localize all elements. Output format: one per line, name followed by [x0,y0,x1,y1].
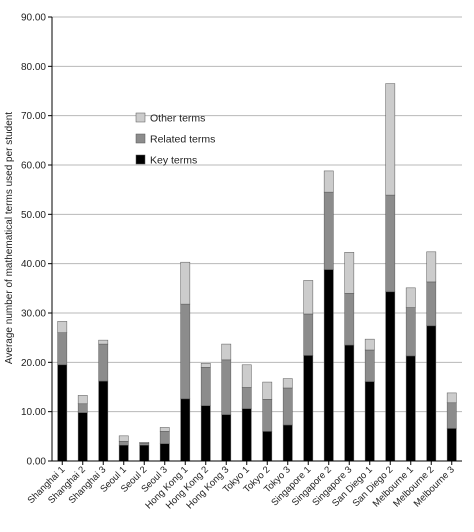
bar-segment-other-terms [323,170,334,193]
bar-segment-other-terms [159,427,170,432]
bar-segment-key-terms [98,380,109,462]
bar-segment-key-terms [344,344,355,462]
bar-segment-key-terms [426,325,437,462]
bar-segment-related-terms [303,313,314,356]
bar-segment-related-terms [57,332,68,366]
bar-segment-key-terms [57,364,68,462]
y-tick-label: 60.00 [21,161,46,172]
bar-segment-other-terms [57,321,68,333]
y-tick-label: 30.00 [21,309,46,320]
y-tick-label: 70.00 [21,111,46,122]
bar-segment-key-terms [405,355,416,462]
legend-label: Related terms [150,134,215,146]
bar-segment-related-terms [118,441,129,446]
bar-segment-other-terms [364,338,375,351]
bar-segment-related-terms [98,343,109,382]
y-tick-label: 20.00 [21,358,46,369]
bar-segment-key-terms [282,424,293,462]
bar-segment-related-terms [159,431,170,444]
bar-segment-related-terms [200,367,211,406]
bar-segment-related-terms [282,387,293,426]
bar-segment-related-terms [405,307,416,357]
legend-swatch [135,133,146,144]
bar-segment-key-terms [180,398,191,462]
y-tick-label: 50.00 [21,210,46,221]
bar-segment-key-terms [200,405,211,462]
bar-segment-key-terms [364,381,375,462]
bar-segment-related-terms [77,403,88,413]
bar-segment-key-terms [241,408,252,462]
bar-segment-other-terms [344,252,355,294]
bar-segment-related-terms [241,387,252,409]
y-tick-label: 80.00 [21,62,46,73]
bar-segment-other-terms [446,392,457,404]
bar-segment-related-terms [446,402,457,429]
bar-segment-related-terms [344,293,355,346]
y-tick-label: 10.00 [21,407,46,418]
bar-segment-key-terms [262,431,273,462]
bar-segment-related-terms [426,281,437,327]
bar-segment-related-terms [262,399,273,432]
bar-segment-other-terms [77,395,88,405]
bar-segment-key-terms [323,269,334,462]
bar-segment-other-terms [139,442,150,444]
bar-segment-key-terms [159,443,170,462]
bar-segment-other-terms [180,261,191,305]
bar-segment-other-terms [426,251,437,283]
y-tick-label: 40.00 [21,259,46,270]
bar-segment-other-terms [200,363,211,368]
bar-segment-related-terms [323,191,334,270]
bar-segment-related-terms [139,442,150,446]
bar-segment-other-terms [118,435,129,442]
y-axis-label: Average number of mathematical terms use… [4,112,15,364]
legend-label: Other terms [150,113,205,125]
legend-label: Key terms [150,155,197,167]
bar-segment-key-terms [77,412,88,462]
bar-segment-other-terms [303,280,314,315]
bar-segment-other-terms [98,339,109,345]
y-tick-label: 0.00 [27,457,47,468]
bar-segment-key-terms [139,444,150,462]
bar-segment-key-terms [385,291,396,462]
bar-segment-related-terms [221,359,232,415]
bar-segment-related-terms [364,349,375,382]
y-tick-label: 90.00 [21,13,46,24]
bar-segment-other-terms [262,381,273,400]
bar-segment-other-terms [241,364,252,388]
bar-segment-key-terms [303,355,314,462]
bar-segment-other-terms [282,378,293,389]
bar-segment-key-terms [221,414,232,462]
bar-segment-other-terms [385,83,396,196]
legend-swatch [135,112,146,123]
bar-segment-key-terms [118,444,129,462]
bar-segment-key-terms [446,428,457,462]
bar-segment-related-terms [180,303,191,400]
bar-segment-related-terms [385,194,396,293]
bar-segment-other-terms [405,287,416,308]
legend-swatch [135,154,146,165]
bar-segment-other-terms [221,343,232,361]
